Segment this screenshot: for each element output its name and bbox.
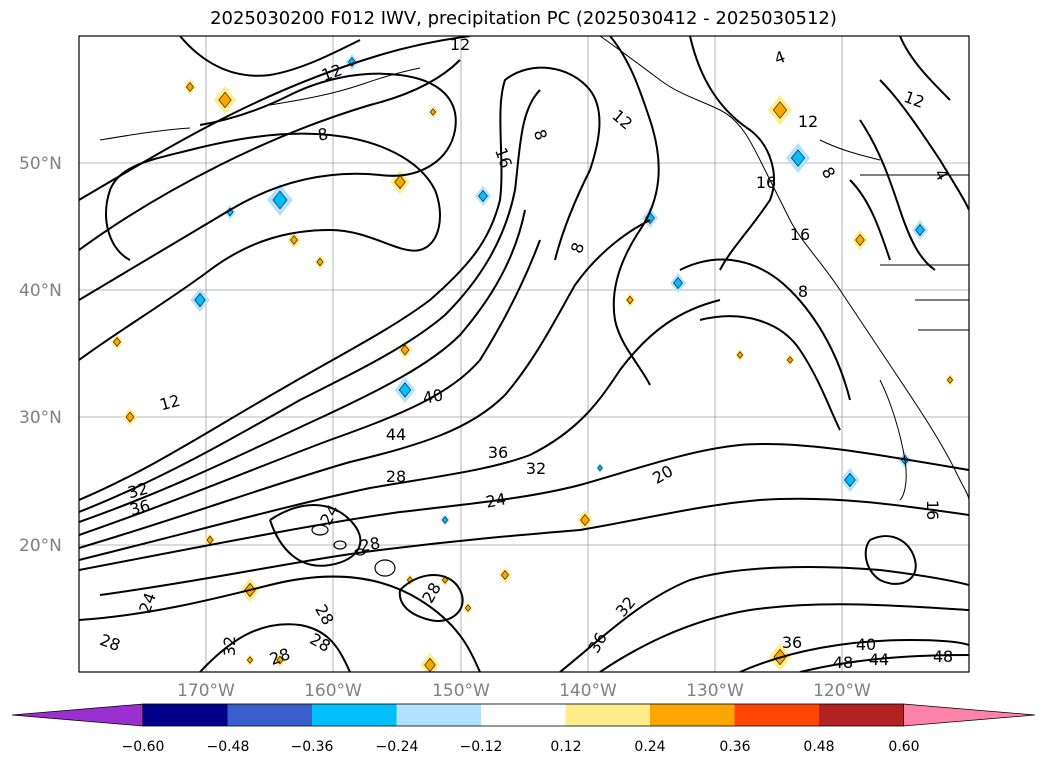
lat-label: 30°N bbox=[19, 408, 62, 428]
colorbar-segment bbox=[819, 704, 904, 726]
lat-label: 50°N bbox=[19, 154, 62, 174]
precip-positive-blob bbox=[183, 79, 197, 95]
precip-positive-blob bbox=[785, 354, 795, 366]
precip-negative-blob bbox=[440, 514, 450, 526]
colorbar-segment bbox=[143, 704, 228, 726]
map-title: 2025030200 F012 IWV, precipitation PC (2… bbox=[210, 8, 837, 29]
precip-negative-blob bbox=[394, 377, 416, 403]
colorbar-tick: −0.12 bbox=[460, 739, 503, 755]
lon-label: 170°W bbox=[177, 681, 235, 701]
precip-positive-blob bbox=[735, 349, 745, 361]
precip-positive-blob bbox=[314, 255, 326, 269]
colorbar-frame bbox=[142, 703, 904, 727]
longitude-labels: 170°W 160°W 150°W 140°W 130°W 120°W bbox=[177, 681, 871, 701]
colorbar-segment bbox=[481, 704, 566, 726]
colorbar-segment bbox=[227, 704, 313, 726]
contour-label: 8 bbox=[316, 124, 329, 144]
contour-label: 28 bbox=[386, 467, 406, 486]
colorbar-tick: −0.24 bbox=[376, 739, 419, 755]
colorbar-extend-high bbox=[903, 703, 1036, 727]
colorbar-extend-low bbox=[11, 703, 144, 727]
contour-label: 44 bbox=[386, 425, 406, 444]
contour-label: 12 bbox=[450, 35, 470, 54]
precip-positive-blob bbox=[768, 95, 792, 125]
precip-positive-blob bbox=[274, 653, 286, 667]
colorbar-tick: 0.24 bbox=[634, 739, 665, 755]
colorbar-tick: −0.60 bbox=[122, 739, 165, 755]
precip-negative-blob bbox=[596, 463, 604, 473]
colorbar-segment bbox=[396, 704, 482, 726]
lat-label: 40°N bbox=[19, 281, 62, 301]
precip-positive-blob bbox=[945, 374, 955, 386]
contour-label: 40 bbox=[856, 635, 876, 654]
contour-label: 36 bbox=[128, 496, 153, 520]
precip-positive-blob bbox=[245, 654, 255, 666]
precip-negative-blob bbox=[840, 468, 860, 492]
colorbar-tick-labels: −0.60 −0.48 −0.36 −0.24 −0.12 0.12 0.24 … bbox=[122, 739, 920, 755]
gridlines bbox=[79, 36, 969, 672]
plot-frame bbox=[78, 35, 970, 673]
precip-positive-blob bbox=[287, 232, 301, 248]
contour-label: 28 bbox=[358, 533, 381, 555]
precip-positive-blob bbox=[122, 408, 138, 426]
lon-label: 130°W bbox=[686, 681, 744, 701]
precip-positive-blob bbox=[428, 106, 438, 118]
colorbar-tick: 0.36 bbox=[719, 739, 750, 755]
precip-positive-blob bbox=[498, 567, 512, 583]
colorbar-tick: 0.60 bbox=[888, 739, 919, 755]
colorbar-tick: 0.48 bbox=[803, 739, 834, 755]
colorbar-tick: −0.48 bbox=[207, 739, 250, 755]
precipitation-shading bbox=[110, 54, 955, 672]
precip-negative-blob bbox=[475, 186, 491, 206]
precip-positive-blob bbox=[463, 602, 473, 614]
precip-negative-blob bbox=[345, 54, 359, 70]
latitude-labels: 50°N 40°N 30°N 20°N bbox=[19, 154, 62, 556]
contour-label: 40 bbox=[421, 385, 444, 407]
precip-positive-blob bbox=[213, 86, 237, 114]
contour-label: 12 bbox=[158, 391, 183, 415]
contour-label: 32 bbox=[220, 636, 239, 656]
contour-label: 32 bbox=[126, 479, 151, 503]
lon-label: 150°W bbox=[432, 681, 490, 701]
contour-label: 16 bbox=[923, 500, 942, 520]
precip-negative-blob bbox=[267, 184, 293, 216]
lat-label: 20°N bbox=[19, 536, 62, 556]
iwv-contours bbox=[79, 36, 969, 672]
colorbar-segment bbox=[734, 704, 820, 726]
lon-label: 120°W bbox=[813, 681, 871, 701]
hawaii-islands bbox=[311, 524, 396, 577]
contour-label: 12 bbox=[798, 112, 818, 131]
contour-label: 24 bbox=[484, 489, 507, 511]
precip-positive-blob bbox=[852, 230, 868, 250]
contour-label: 36 bbox=[488, 443, 508, 462]
contour-label: 36 bbox=[782, 633, 802, 652]
precip-negative-blob bbox=[912, 220, 928, 240]
contour-label: 32 bbox=[526, 459, 546, 478]
colorbar-tick: −0.36 bbox=[291, 739, 334, 755]
precip-negative-blob bbox=[786, 143, 810, 173]
coastlines bbox=[99, 36, 969, 501]
contour-label: 48 bbox=[833, 653, 853, 672]
colorbar-tick: 0.12 bbox=[550, 739, 581, 755]
contour-label: 16 bbox=[756, 173, 776, 192]
precip-negative-blob bbox=[670, 273, 686, 293]
precip-positive-blob bbox=[577, 510, 593, 530]
precip-positive-blob bbox=[110, 334, 124, 350]
lon-label: 140°W bbox=[559, 681, 617, 701]
contour-label: 16 bbox=[790, 225, 810, 244]
lon-label: 160°W bbox=[304, 681, 362, 701]
precip-positive-blob bbox=[624, 293, 636, 307]
contour-label: 8 bbox=[798, 282, 808, 301]
contour-label: 44 bbox=[869, 650, 889, 669]
colorbar bbox=[11, 703, 1036, 727]
colorbar-segment bbox=[565, 704, 651, 726]
colorbar-segment bbox=[650, 704, 735, 726]
colorbar-segment bbox=[312, 704, 397, 726]
contour-label: 48 bbox=[933, 647, 953, 666]
precip-negative-blob bbox=[190, 288, 210, 312]
